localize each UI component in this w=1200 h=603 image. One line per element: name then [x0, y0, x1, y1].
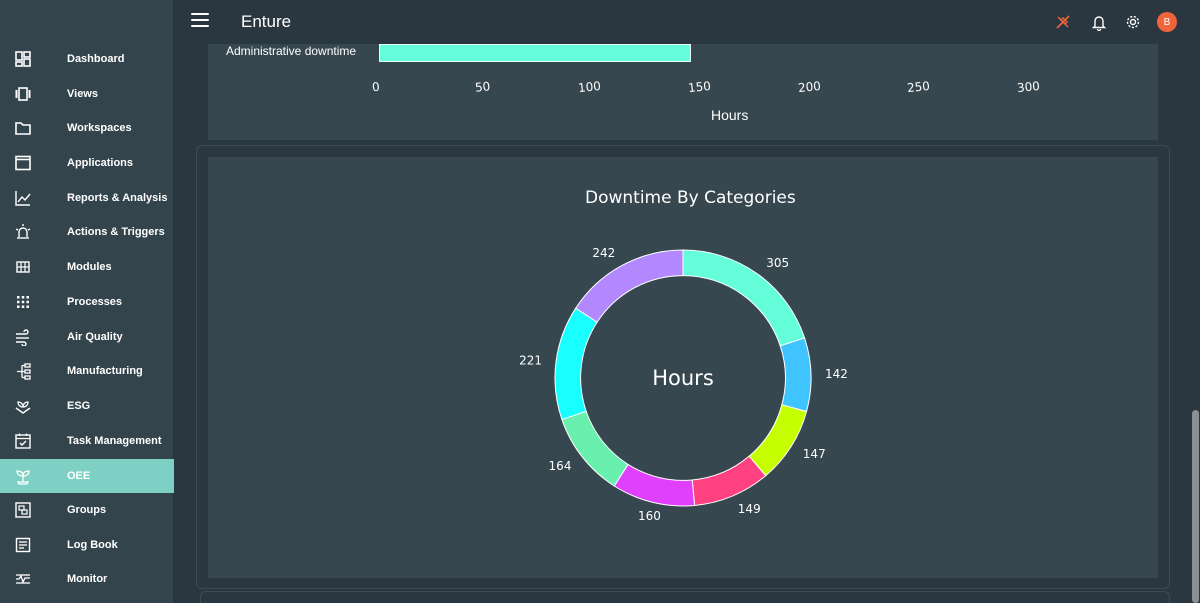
- donut-slice-149[interactable]: [691, 455, 767, 507]
- sidebar-item-label: Actions & Triggers: [67, 226, 165, 238]
- sidebar-item-monitor[interactable]: Monitor: [0, 562, 174, 596]
- sidebar-item-label: Air Quality: [67, 331, 123, 343]
- donut-value-label: 305: [766, 256, 789, 270]
- folder-icon: [14, 119, 32, 137]
- donut-value-label: 142: [825, 367, 848, 381]
- donut-value-label: 242: [592, 246, 615, 260]
- sidebar-item-views[interactable]: Views: [0, 77, 174, 111]
- donut-center-label: Hours: [652, 366, 714, 390]
- sidebar-item-label: Groups: [67, 504, 107, 516]
- bar-category-label: Administrative downtime: [226, 44, 357, 58]
- donut-card-frame: [196, 145, 1170, 589]
- x-tick-label: 150: [687, 78, 712, 96]
- x-axis-title: Hours: [711, 107, 749, 123]
- sidebar-item-label: Processes: [67, 296, 123, 308]
- sidebar-item-label: Applications: [67, 157, 134, 169]
- sidebar-item-label: ESG: [67, 400, 91, 412]
- dashboard-icon: [14, 50, 32, 68]
- scrollbar-track: [1190, 44, 1200, 603]
- donut-slice-242[interactable]: [575, 249, 684, 323]
- x-tick-label: 250: [906, 78, 931, 96]
- logbook-icon: [14, 536, 32, 554]
- sidebar-item-label: Workspaces: [67, 122, 132, 134]
- sidebar-item-oee[interactable]: OEE: [0, 459, 174, 493]
- sidebar-item-esg[interactable]: ESG: [0, 389, 174, 423]
- sidebar-item-actions[interactable]: Actions & Triggers: [0, 215, 174, 249]
- hamburger-menu-icon[interactable]: [191, 13, 209, 31]
- sidebar-item-label: Views: [67, 88, 98, 100]
- hierarchy-icon: [14, 362, 32, 380]
- x-tick-label: 200: [797, 78, 822, 96]
- window-icon: [14, 154, 32, 172]
- user-avatar[interactable]: B: [1157, 12, 1177, 32]
- chart-title: Downtime By Categories: [585, 188, 796, 208]
- views-icon: [14, 85, 32, 103]
- sidebar-item-air-quality[interactable]: Air Quality: [0, 320, 174, 354]
- top-header: Enture B: [174, 0, 1200, 44]
- calendar-check-icon: [14, 432, 32, 450]
- donut-value-label: 221: [519, 354, 542, 368]
- x-tick-label: 0: [371, 79, 381, 95]
- x-tick-label: 50: [474, 79, 491, 95]
- sidebar-item-processes[interactable]: Processes: [0, 285, 174, 319]
- sidebar-item-label: Modules: [67, 261, 112, 273]
- sidebar-item-label: Reports & Analysis: [67, 192, 168, 204]
- donut-value-label: 160: [638, 509, 661, 523]
- x-tick-label: 300: [1016, 78, 1041, 96]
- sidebar-item-dashboard[interactable]: Dashboard: [0, 42, 174, 76]
- sidebar-item-reports[interactable]: Reports & Analysis: [0, 181, 174, 215]
- donut-chart: 305 142 147 149 160 164 221 242 Hours: [519, 246, 848, 523]
- app-title: Enture: [241, 12, 292, 31]
- donut-value-label: 164: [549, 459, 572, 473]
- bar-administrative-downtime: [379, 44, 691, 62]
- donut-chart-card: [208, 157, 1158, 578]
- gear-icon[interactable]: [1124, 13, 1142, 31]
- bell-icon[interactable]: [1090, 13, 1108, 32]
- dots-grid-icon: [14, 293, 32, 311]
- sidebar-item-label: Manufacturing: [67, 365, 143, 377]
- sidebar-item-modules[interactable]: Modules: [0, 250, 174, 284]
- line-chart-icon: [14, 189, 32, 207]
- donut-slice-160[interactable]: [613, 463, 696, 507]
- sidebar-item-groups[interactable]: Groups: [0, 493, 174, 527]
- plant-hand-icon: [14, 397, 32, 415]
- wind-icon: [14, 328, 32, 346]
- monitor-icon: [14, 570, 32, 588]
- next-card-edge: [200, 591, 1170, 603]
- grid-icon: [14, 258, 32, 276]
- sidebar-item-workspaces[interactable]: Workspaces: [0, 111, 174, 145]
- sidebar-item-label: Dashboard: [67, 53, 125, 65]
- sidebar-item-manufacturing[interactable]: Manufacturing: [0, 354, 174, 388]
- sidebar-item-label: OEE: [67, 470, 91, 482]
- sidebar-item-log-book[interactable]: Log Book: [0, 528, 174, 562]
- donut-value-label: 147: [803, 447, 826, 461]
- sidebar: Dashboard Views Workspaces Applications …: [0, 0, 174, 603]
- x-tick-label: 100: [577, 78, 602, 96]
- donut-slice-147[interactable]: [748, 404, 808, 477]
- disconnected-plug-icon[interactable]: [1054, 13, 1072, 31]
- donut-slice-164[interactable]: [561, 410, 629, 487]
- donut-slice-142[interactable]: [779, 337, 812, 413]
- scrollbar-thumb[interactable]: [1192, 410, 1199, 603]
- group-frame-icon: [14, 501, 32, 519]
- sidebar-item-label: Task Management: [67, 435, 162, 447]
- donut-slice-221[interactable]: [554, 307, 598, 421]
- sidebar-item-applications[interactable]: Applications: [0, 146, 174, 180]
- alarm-icon: [14, 223, 32, 241]
- sidebar-item-task-management[interactable]: Task Management: [0, 424, 174, 458]
- sidebar-item-label: Monitor: [67, 573, 108, 585]
- sidebar-item-label: Log Book: [67, 539, 118, 551]
- donut-value-label: 149: [738, 502, 761, 516]
- seedling-icon: [14, 467, 32, 485]
